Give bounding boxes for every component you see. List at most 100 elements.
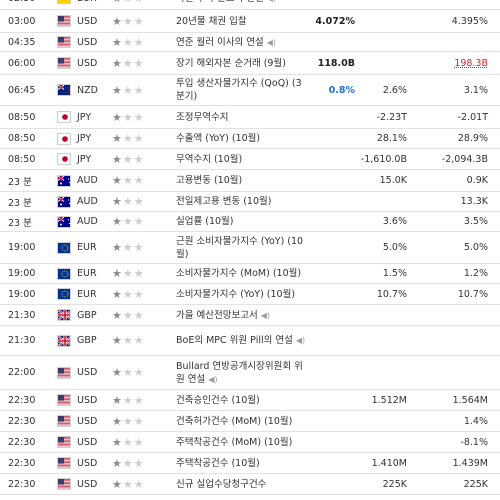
importance-star-icon: ★ [112, 267, 123, 280]
previous-value-text: 4.395% [451, 15, 488, 27]
event-name[interactable]: 연준 월러 이사의 연설 ◀) [176, 33, 310, 51]
calendar-row[interactable]: 08:50 JPY ★ ★ ★ 무역수지 (10월) -1,610.0B -2,09… [0, 149, 500, 170]
calendar-row[interactable]: 22:30 USD ★ ★ ★ 건축허가건수 (MoM) (10월) 1.4% [0, 411, 500, 432]
country-flag-icon [57, 52, 71, 74]
calendar-row[interactable]: 06:00 USD ★ ★ ★ 장기 해외자본 순거래 (9월) 118.0B 19… [0, 52, 500, 75]
event-name[interactable]: 조정무역수지 [176, 106, 310, 128]
calendar-row[interactable]: 02:30 EUR ★★★ 독일 부바 발즈의 연설◀) [0, 0, 500, 10]
event-link[interactable]: 연준 월러 이사의 연설 [176, 36, 264, 48]
calendar-row[interactable]: 08:50 JPY ★ ★ ★ 수출액 (YoY) (10월) 28.1% 28.9… [0, 129, 500, 149]
event-name[interactable]: 주택착공건수 (10월) [176, 453, 310, 473]
event-name[interactable]: 신규 실업수당청구건수 [176, 474, 310, 494]
event-name[interactable]: Bullard 연방공개시장위원회 위원 연설 ◀) [176, 356, 310, 389]
calendar-row[interactable]: 08:50 JPY ★ ★ ★ 조정무역수지 -2.23T -2.01T [0, 106, 500, 129]
event-name[interactable]: 소비자물가지수 (MoM) (10월) [176, 264, 310, 283]
importance-stars: ★★★ [112, 326, 162, 355]
calendar-row[interactable]: 22:30 USD ★ ★ ★ 신규 실업수당청구건수 225K 225K [0, 474, 500, 495]
event-name[interactable]: 전일제고용 변동 (10월) [176, 192, 310, 211]
event-name[interactable]: 장기 해외자본 순거래 (9월) [176, 52, 310, 74]
event-name[interactable]: 실업률 (10월) [176, 212, 310, 231]
forecast-value [347, 326, 407, 355]
importance-star-icon: ★ [112, 215, 123, 228]
event-link[interactable]: 독일 부바 발즈의 연설 [176, 0, 264, 4]
event-link[interactable]: Bullard 연방공개시장위원회 위원 연설 [176, 360, 303, 385]
calendar-row[interactable]: 19:00 EUR ★ ★ ★ 소비자물가지수 (MoM) (10월) 1.5% 1… [0, 264, 500, 284]
currency-code: USD [77, 15, 98, 27]
importance-star-icon: ★ [133, 132, 145, 145]
event-name[interactable]: 건축허가건수 (MoM) (10월) [176, 411, 310, 431]
calendar-row[interactable]: 22:30 USD ★ ★ ★ 건축승인건수 (10월) 1.512M 1.564M [0, 390, 500, 411]
calendar-row[interactable]: 23 분 AUD ★ ★ ★ 고용변동 (10월) 15.0K 0.9K [0, 170, 500, 192]
previous-value [418, 305, 488, 325]
event-link[interactable]: 전일제고용 변동 (10월) [176, 196, 272, 207]
event-link[interactable]: 건축승인건수 (10월) [176, 394, 260, 406]
event-link[interactable]: 조정무역수지 [176, 111, 229, 123]
country-flag-icon [57, 0, 71, 9]
event-link[interactable]: 고용변동 (10월) [176, 175, 243, 186]
importance-star-icon: ★ [133, 195, 145, 208]
event-link[interactable]: 소비자물가지수 (YoY) (10월) [176, 288, 296, 300]
previous-value-text: 198.3B [454, 57, 488, 69]
event-name[interactable]: 20년물 채권 입찰 [176, 10, 310, 32]
calendar-row[interactable]: 21:30 GBP ★ ★ ★ BoE의 MPC 위원 Pill의 연설 ◀) [0, 326, 500, 356]
currency-code: USD [77, 394, 98, 406]
event-link[interactable]: 무역수지 (10월) [176, 153, 243, 165]
event-name[interactable]: 독일 부바 발즈의 연설◀) [176, 0, 310, 9]
country-flag-icon [57, 390, 71, 410]
importance-star-icon: ★ [122, 215, 134, 228]
calendar-row[interactable]: 19:00 EUR ★ ★ ★ 소비자물가지수 (YoY) (10월) 10.7% … [0, 284, 500, 305]
calendar-row[interactable]: 22:30 USD ★ ★ ★ 주택착공건수 (10월) 1.410M 1.439M [0, 453, 500, 474]
calendar-row[interactable]: 03:00 USD ★ ★ ★ 20년물 채권 입찰 4.072% 4.395% [0, 10, 500, 33]
event-name[interactable]: 건축승인건수 (10월) [176, 390, 310, 410]
previous-value-text: -8.1% [460, 436, 488, 448]
event-link[interactable]: BoE의 MPC 위원 Pill의 연설 [176, 335, 293, 346]
importance-star-icon: ★ [122, 308, 134, 322]
calendar-row[interactable]: 06:45 NZD ★ ★ ★ 투입 생산자물가지수 (QoQ) (3분기) 0.8… [0, 75, 500, 106]
previous-value: 3.1% [418, 75, 488, 105]
calendar-row[interactable]: 22:30 USD ★ ★ ★ 주택착공건수 (MoM) (10월) -8.1% [0, 432, 500, 453]
event-name[interactable]: 고용변동 (10월) [176, 170, 310, 191]
calendar-row[interactable]: 21:30 GBP ★ ★ ★ 가을 예산전망보고서 ◀) [0, 305, 500, 326]
event-name[interactable]: 주택착공건수 (MoM) (10월) [176, 432, 310, 452]
calendar-row[interactable]: 23 분 AUD ★ ★ ★ 실업률 (10월) 3.6% 3.5% [0, 212, 500, 232]
event-link[interactable]: 장기 해외자본 순거래 (9월) [176, 57, 286, 69]
calendar-row[interactable]: 22:00 USD ★ ★ ★ Bullard 연방공개시장위원회 위원 연설 ◀) [0, 356, 500, 390]
actual-value [285, 192, 355, 211]
event-link[interactable]: 주택착공건수 (MoM) (10월) [176, 436, 293, 448]
event-link[interactable]: 가을 예산전망보고서 [176, 309, 258, 321]
importance-star-icon: ★ [112, 435, 123, 449]
importance-star-icon: ★ [133, 334, 145, 347]
event-link[interactable]: 20년물 채권 입찰 [176, 15, 247, 27]
event-time: 23 분 [8, 217, 32, 229]
previous-value: 1.2% [418, 264, 488, 283]
previous-value-text: 1.2% [463, 268, 488, 279]
event-link[interactable]: 소비자물가지수 (MoM) (10월) [176, 268, 302, 279]
calendar-row[interactable]: 19:00 EUR ★ ★ ★ 근원 소비자물가지수 (YoY) (10월) 5.0… [0, 232, 500, 264]
event-name[interactable]: 수출액 (YoY) (10월) [176, 129, 310, 148]
forecast-value [347, 356, 407, 389]
event-name[interactable]: 근원 소비자물가지수 (YoY) (10월) [176, 232, 310, 263]
importance-star-icon: ★ [122, 174, 134, 187]
calendar-row[interactable]: 23 분 AUD ★ ★ ★ 전일제고용 변동 (10월) 13.3K [0, 192, 500, 212]
event-link[interactable]: 근원 소비자물가지수 (YoY) (10월) [176, 235, 304, 260]
event-time: 19:00 [8, 242, 36, 253]
event-link[interactable]: 실업률 (10월) [176, 216, 234, 227]
event-name[interactable]: 소비자물가지수 (YoY) (10월) [176, 284, 310, 304]
event-name[interactable]: 투입 생산자물가지수 (QoQ) (3분기) [176, 75, 310, 105]
event-name[interactable]: 가을 예산전망보고서 ◀) [176, 305, 310, 325]
currency-code: AUD [77, 175, 98, 186]
forecast-value: 225K [382, 478, 407, 490]
calendar-row[interactable]: 04:35 USD ★ ★ ★ 연준 월러 이사의 연설 ◀) [0, 33, 500, 52]
event-link[interactable]: 건축허가건수 (MoM) (10월) [176, 415, 293, 427]
event-name[interactable]: 무역수지 (10월) [176, 149, 310, 169]
previous-value: -2,094.3B [418, 149, 488, 169]
event-link[interactable]: 투입 생산자물가지수 (QoQ) (3분기) [176, 78, 302, 102]
event-link[interactable]: 수출액 (YoY) (10월) [176, 133, 261, 144]
event-link[interactable]: 신규 실업수당청구건수 [176, 478, 267, 490]
event-link[interactable]: 주택착공건수 (10월) [176, 457, 260, 469]
forecast-value: 15.0K [379, 175, 407, 186]
forecast-value: 1.512M [371, 394, 407, 406]
currency-code: NZD [77, 84, 98, 96]
event-time: 19:00 [8, 268, 36, 279]
event-name[interactable]: BoE의 MPC 위원 Pill의 연설 ◀) [176, 326, 310, 355]
